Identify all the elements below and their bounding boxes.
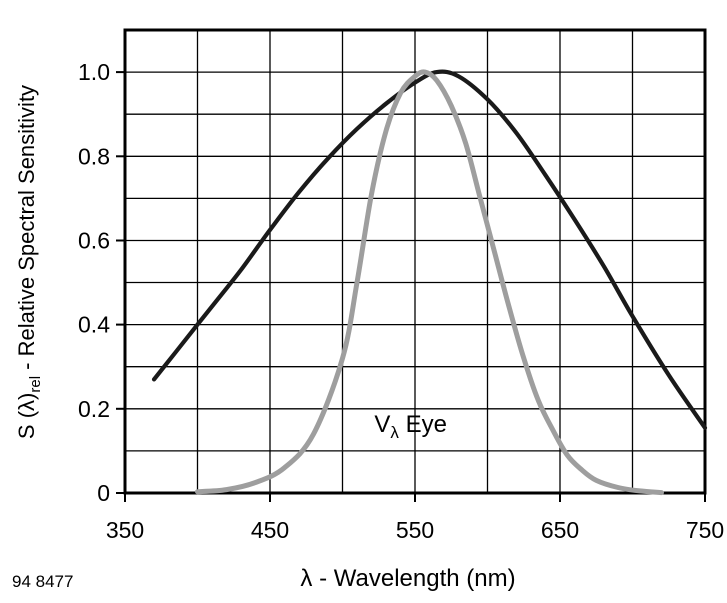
x-tick-label: 750: [686, 517, 724, 543]
y-axis-label: S (λ)rel - Relative Spectral Sensitivity: [14, 85, 44, 439]
y-axis-label-subscript: rel: [27, 376, 44, 393]
figure-number-label: 94 8477: [12, 572, 73, 591]
y-tick-label: 0.6: [78, 228, 110, 254]
annotation-main: V: [374, 411, 390, 438]
y-axis-label-rest: - Relative Spectral Sensitivity: [14, 85, 39, 376]
curve-annotation-v-lambda-eye: Vλ Eye: [374, 411, 447, 442]
y-tick-label: 0.8: [78, 143, 110, 169]
x-tick-label: 550: [396, 517, 434, 543]
x-axis-label: λ - Wavelength (nm): [300, 565, 515, 592]
series-curve-0: [151, 69, 708, 430]
x-tick-label: 350: [106, 517, 144, 543]
y-tick-label: 0: [97, 480, 110, 506]
plot-border: [123, 28, 707, 495]
y-tick-label: 1.0: [78, 59, 110, 85]
grid-layer: [125, 30, 705, 493]
series-curve-1: [195, 69, 664, 496]
tick-layer: 350 450 550 650 750 0 0.2 0.4 0.6 0.8 1.0: [78, 59, 724, 543]
x-tick-label: 650: [541, 517, 579, 543]
annotation-subscript: λ: [390, 423, 399, 442]
series-layer: [151, 69, 708, 496]
y-tick-label: 0.4: [78, 312, 110, 338]
x-tick-label: 450: [251, 517, 289, 543]
annotation-rest: Eye: [399, 411, 447, 438]
y-axis-label-main: S (λ): [14, 393, 39, 439]
y-tick-label: 0.2: [78, 396, 110, 422]
